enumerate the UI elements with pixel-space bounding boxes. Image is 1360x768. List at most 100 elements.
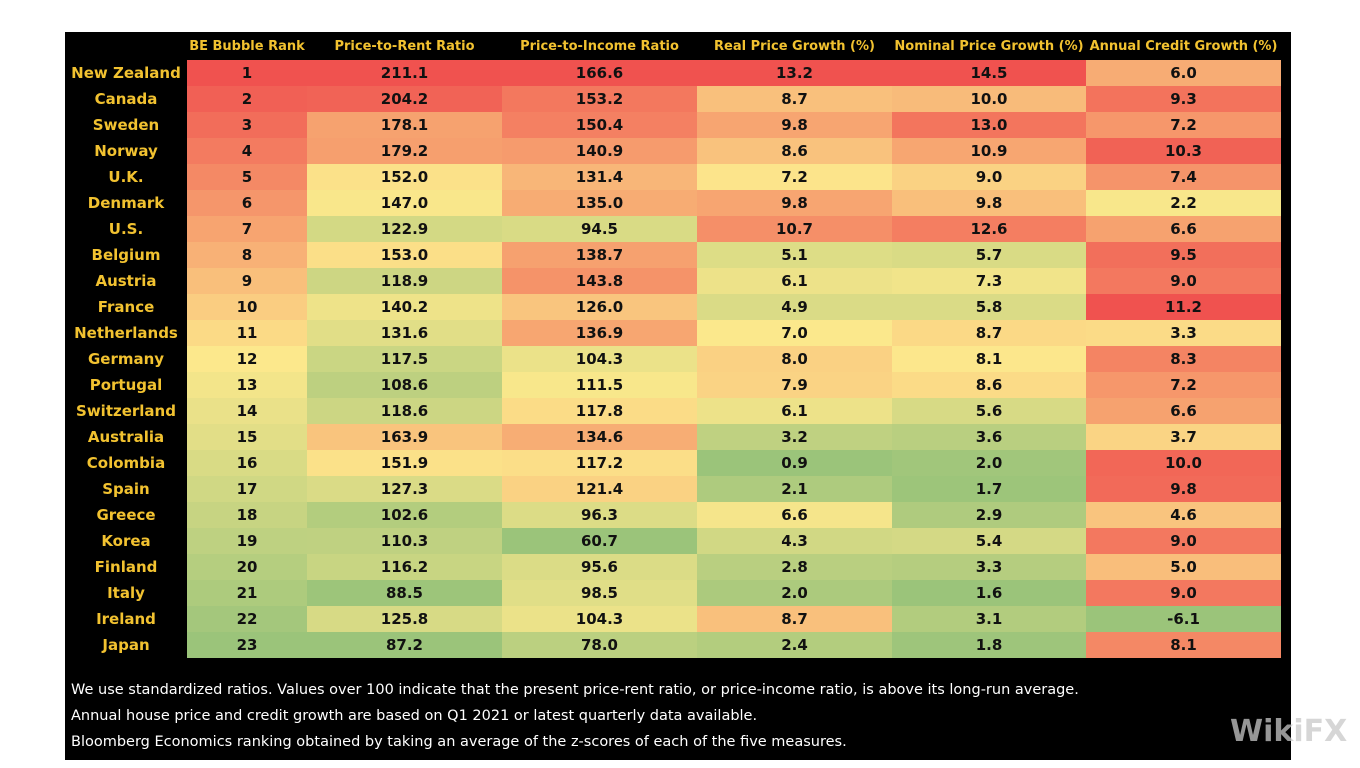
cell: 6.1: [697, 268, 892, 294]
cell: 2: [187, 86, 307, 112]
cell: 11: [187, 320, 307, 346]
watermark: WikiFX: [1230, 714, 1348, 749]
cell: 0.9: [697, 450, 892, 476]
cell: 60.7: [502, 528, 697, 554]
cell: 211.1: [307, 60, 502, 86]
cell: 10.0: [1086, 450, 1281, 476]
cell: 2.8: [697, 554, 892, 580]
cell: 110.3: [307, 528, 502, 554]
column-header: Nominal Price Growth (%): [894, 39, 1084, 54]
cell: 117.5: [307, 346, 502, 372]
cell: 16: [187, 450, 307, 476]
cell: 9.8: [1086, 476, 1281, 502]
cell: 4: [187, 138, 307, 164]
cell: 22: [187, 606, 307, 632]
cell: 3.1: [892, 606, 1086, 632]
cell: 104.3: [502, 606, 697, 632]
cell: 140.9: [502, 138, 697, 164]
cell: 20: [187, 554, 307, 580]
cell: 7.3: [892, 268, 1086, 294]
cell: 150.4: [502, 112, 697, 138]
cell: 6.1: [697, 398, 892, 424]
cell: 166.6: [502, 60, 697, 86]
cell: 13.0: [892, 112, 1086, 138]
cell: 1.8: [892, 632, 1086, 658]
column-header: BE Bubble Rank: [189, 39, 305, 54]
cell: 8: [187, 242, 307, 268]
cell: 122.9: [307, 216, 502, 242]
cell: 147.0: [307, 190, 502, 216]
cell: 9.0: [892, 164, 1086, 190]
country: Italy: [107, 584, 145, 602]
country: Finland: [94, 558, 158, 576]
country: Belgium: [91, 246, 161, 264]
country: U.K.: [108, 168, 144, 186]
country: Austria: [95, 272, 157, 290]
cell: 7.2: [697, 164, 892, 190]
cell: 9.8: [697, 112, 892, 138]
cell: 8.1: [1086, 632, 1281, 658]
country: Australia: [87, 428, 165, 446]
cell: 116.2: [307, 554, 502, 580]
cell: 179.2: [307, 138, 502, 164]
country: Portugal: [89, 376, 163, 394]
footnote: Bloomberg Economics ranking obtained by …: [71, 734, 847, 750]
cell: 95.6: [502, 554, 697, 580]
cell: 3.3: [1086, 320, 1281, 346]
cell: 8.7: [697, 86, 892, 112]
cell: 98.5: [502, 580, 697, 606]
cell: 140.2: [307, 294, 502, 320]
cell: 121.4: [502, 476, 697, 502]
cell: 9.0: [1086, 268, 1281, 294]
cell: 6: [187, 190, 307, 216]
cell: 21: [187, 580, 307, 606]
cell: 10: [187, 294, 307, 320]
cell: 5.6: [892, 398, 1086, 424]
cell: 126.0: [502, 294, 697, 320]
cell: 87.2: [307, 632, 502, 658]
cell: 8.7: [697, 606, 892, 632]
cell: 2.2: [1086, 190, 1281, 216]
cell: 7.2: [1086, 112, 1281, 138]
cell: 5.0: [1086, 554, 1281, 580]
cell: 8.7: [892, 320, 1086, 346]
cell: 5.7: [892, 242, 1086, 268]
cell: 7.9: [697, 372, 892, 398]
cell: 2.0: [697, 580, 892, 606]
cell: 6.6: [1086, 398, 1281, 424]
cell: 9: [187, 268, 307, 294]
country: Switzerland: [76, 402, 176, 420]
cell: 8.1: [892, 346, 1086, 372]
cell: 3.6: [892, 424, 1086, 450]
cell: 7: [187, 216, 307, 242]
country: Ireland: [96, 610, 156, 628]
cell: 9.0: [1086, 528, 1281, 554]
cell: 1: [187, 60, 307, 86]
column-header: Annual Credit Growth (%): [1089, 39, 1278, 54]
cell: 8.6: [697, 138, 892, 164]
country: New Zealand: [71, 64, 181, 82]
cell: 9.8: [892, 190, 1086, 216]
cell: 102.6: [307, 502, 502, 528]
country: Canada: [94, 90, 158, 108]
cell: 111.5: [502, 372, 697, 398]
cell: 9.3: [1086, 86, 1281, 112]
country: Korea: [101, 532, 151, 550]
country: Sweden: [92, 116, 160, 134]
cell: 152.0: [307, 164, 502, 190]
cell: -6.1: [1086, 606, 1281, 632]
cell: 3.7: [1086, 424, 1281, 450]
cell: 5.8: [892, 294, 1086, 320]
footnote: Annual house price and credit growth are…: [71, 708, 758, 724]
cell: 7.2: [1086, 372, 1281, 398]
cell: 9.5: [1086, 242, 1281, 268]
cell: 6.0: [1086, 60, 1281, 86]
cell: 5.4: [892, 528, 1086, 554]
country: Denmark: [87, 194, 165, 212]
cell: 8.3: [1086, 346, 1281, 372]
country: U.S.: [108, 220, 144, 238]
cell: 131.6: [307, 320, 502, 346]
country: Greece: [96, 506, 156, 524]
cell: 153.0: [307, 242, 502, 268]
